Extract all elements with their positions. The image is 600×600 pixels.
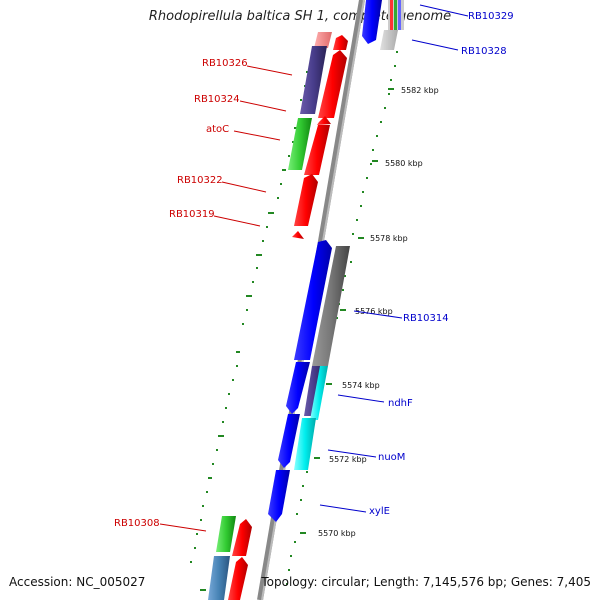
gene-feature-green-bottom[interactable] [216, 516, 236, 552]
gene-feature-cyan-1[interactable] [310, 366, 328, 420]
gene-feature-red-1[interactable] [318, 50, 347, 118]
label-rb10322[interactable]: RB10322 [177, 175, 223, 186]
gene-feature-blue-numo[interactable] [278, 414, 300, 468]
gene-feature-blue-corner[interactable] [362, 0, 382, 44]
scale-labels: 5582 kbp 5580 kbp 5578 kbp 5576 kbp 5574… [318, 86, 439, 538]
features-top[interactable] [288, 32, 348, 239]
gene-feature-grey-long[interactable] [312, 246, 350, 366]
gene-feature-cyan-2[interactable] [294, 418, 316, 470]
gene-feature-steel-bottom[interactable] [208, 556, 230, 600]
scale-label-5582: 5582 kbp [401, 86, 439, 95]
gene-feature-pink[interactable] [314, 32, 332, 48]
label-rb10324[interactable]: RB10324 [194, 94, 240, 105]
scale-label-5572: 5572 kbp [329, 455, 367, 464]
gene-feature-red-2[interactable] [304, 125, 330, 175]
gene-labels-left: RB10326 RB10324 atoC RB10322 RB10319 RB1… [114, 58, 248, 529]
scale-label-5576: 5576 kbp [355, 307, 393, 316]
gene-feature-red-3[interactable] [294, 174, 318, 226]
callout-lines-right [319, 4, 469, 513]
gene-feature-grey-corner[interactable] [380, 30, 398, 50]
label-atoc[interactable]: atoC [206, 124, 229, 135]
gene-feature-red-bottom-2[interactable] [228, 557, 248, 600]
features-bottom[interactable] [208, 516, 252, 600]
scale-label-5574: 5574 kbp [342, 381, 380, 390]
gene-feature-red-bottom-1[interactable] [232, 519, 252, 556]
gene-feature-arrow-top[interactable] [333, 35, 348, 50]
label-xyle[interactable]: xylE [369, 506, 390, 517]
features-corner[interactable] [362, 0, 404, 50]
scale-label-5578: 5578 kbp [370, 234, 408, 243]
gene-feature-blue-xyle[interactable] [268, 470, 290, 522]
label-rb10328[interactable]: RB10328 [461, 46, 507, 57]
gene-labels-right: RB10329 RB10328 RB10314 ndhF nuoM xylE [369, 11, 514, 517]
label-rb10314[interactable]: RB10314 [403, 313, 449, 324]
scale-label-5580: 5580 kbp [385, 159, 423, 168]
gene-feature-blue-long[interactable] [294, 240, 332, 360]
scale-label-5570: 5570 kbp [318, 529, 356, 538]
gene-feature-navy[interactable] [300, 46, 327, 114]
features-middle[interactable] [268, 240, 350, 522]
gene-feature-red-small[interactable] [317, 116, 331, 125]
gc-content-ticks-left [190, 47, 314, 591]
gene-feature-green-atoc[interactable] [288, 118, 312, 170]
label-rb10308[interactable]: RB10308 [114, 518, 160, 529]
callout-lines-left [159, 65, 293, 532]
accession-label: Accession: NC_005027 [9, 575, 146, 589]
gene-feature-blue-ndhf[interactable] [286, 362, 310, 414]
label-numo[interactable]: nuoM [378, 452, 405, 463]
genome-stats-label: Topology: circular; Length: 7,145,576 bp… [261, 575, 591, 589]
label-rb10329[interactable]: RB10329 [468, 11, 514, 22]
scale-ticks [300, 88, 394, 534]
gene-feature-red-tiny[interactable] [292, 231, 304, 239]
label-ndhf[interactable]: ndhF [388, 398, 413, 409]
label-rb10319[interactable]: RB10319 [169, 209, 215, 220]
label-rb10326[interactable]: RB10326 [202, 58, 248, 69]
